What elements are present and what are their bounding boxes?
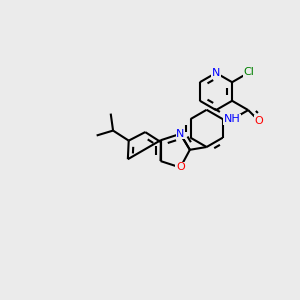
Text: N: N (176, 129, 184, 139)
Text: O: O (254, 116, 263, 126)
Text: NH: NH (224, 114, 241, 124)
Text: Cl: Cl (244, 68, 254, 77)
Text: N: N (212, 68, 220, 78)
Text: O: O (176, 163, 185, 172)
